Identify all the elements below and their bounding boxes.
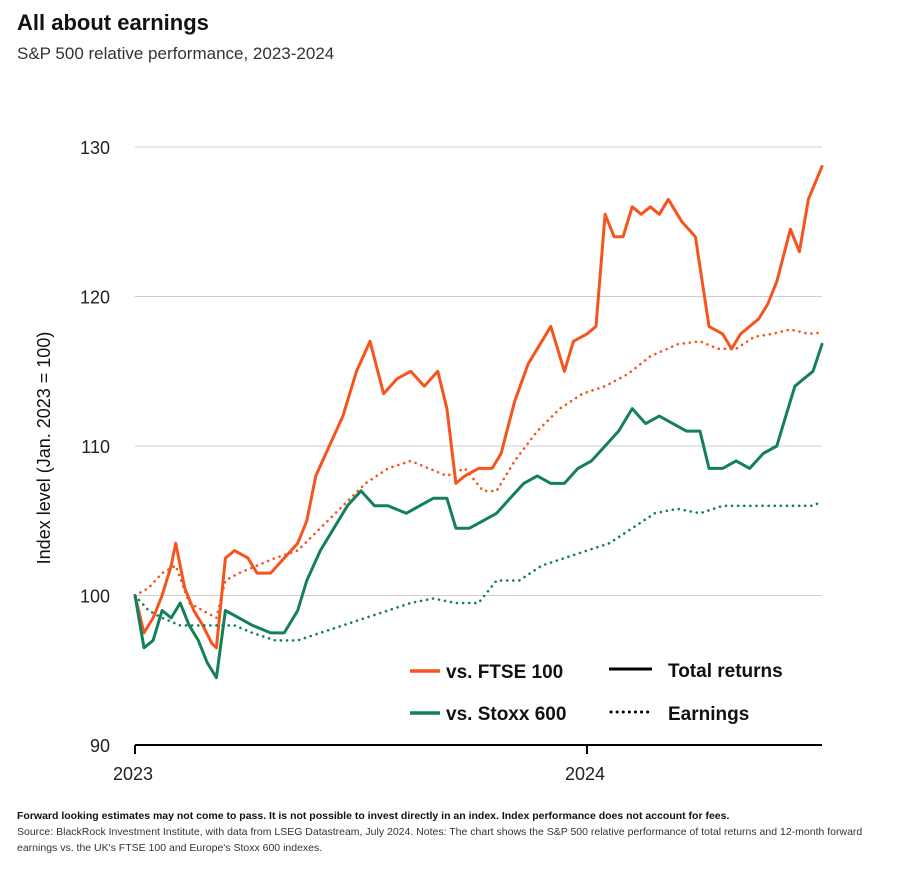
y-tick-label-100: 100 [80, 587, 110, 607]
series-lines [133, 164, 824, 680]
series-vs-ftse-100-total-returns-line [133, 164, 824, 650]
legend-label-stoxx: vs. Stoxx 600 [446, 704, 566, 725]
chart-title: All about earnings [17, 10, 209, 35]
legend: vs. FTSE 100 Total returns vs. Stoxx 600 Ea… [410, 661, 783, 725]
axes: 90 100 110 120 130 Index level (Jan. 2023 = 1… [34, 138, 822, 784]
footnote: Forward looking estimates may not come t… [17, 808, 897, 856]
y-tick-label-110: 110 [81, 437, 110, 457]
x-tick-label-2024: 2024 [565, 764, 605, 784]
disclaimer-text: Forward looking estimates may not come t… [17, 810, 730, 822]
chart-subtitle: S&P 500 relative performance, 2023-2024 [17, 44, 335, 63]
legend-label-ftse: vs. FTSE 100 [446, 662, 563, 683]
legend-label-total-returns: Total returns [668, 661, 783, 682]
legend-label-earnings: Earnings [668, 704, 749, 725]
y-tick-label-130: 130 [80, 138, 110, 158]
source-note: Source: BlackRock Investment Institute, … [17, 826, 863, 854]
x-tick-label-2023: 2023 [113, 764, 153, 784]
y-tick-label-90: 90 [90, 736, 110, 756]
series-vs-stoxx-600-total-returns-line [133, 342, 824, 680]
series-vs-ftse-100-earnings-line [133, 328, 824, 620]
y-axis-label: Index level (Jan. 2023 = 100) [34, 332, 54, 565]
line-chart: 90 100 110 120 130 Index level (Jan. 2023 = 1… [34, 138, 824, 784]
grid-lines [135, 146, 822, 596]
y-tick-label-120: 120 [80, 288, 110, 308]
